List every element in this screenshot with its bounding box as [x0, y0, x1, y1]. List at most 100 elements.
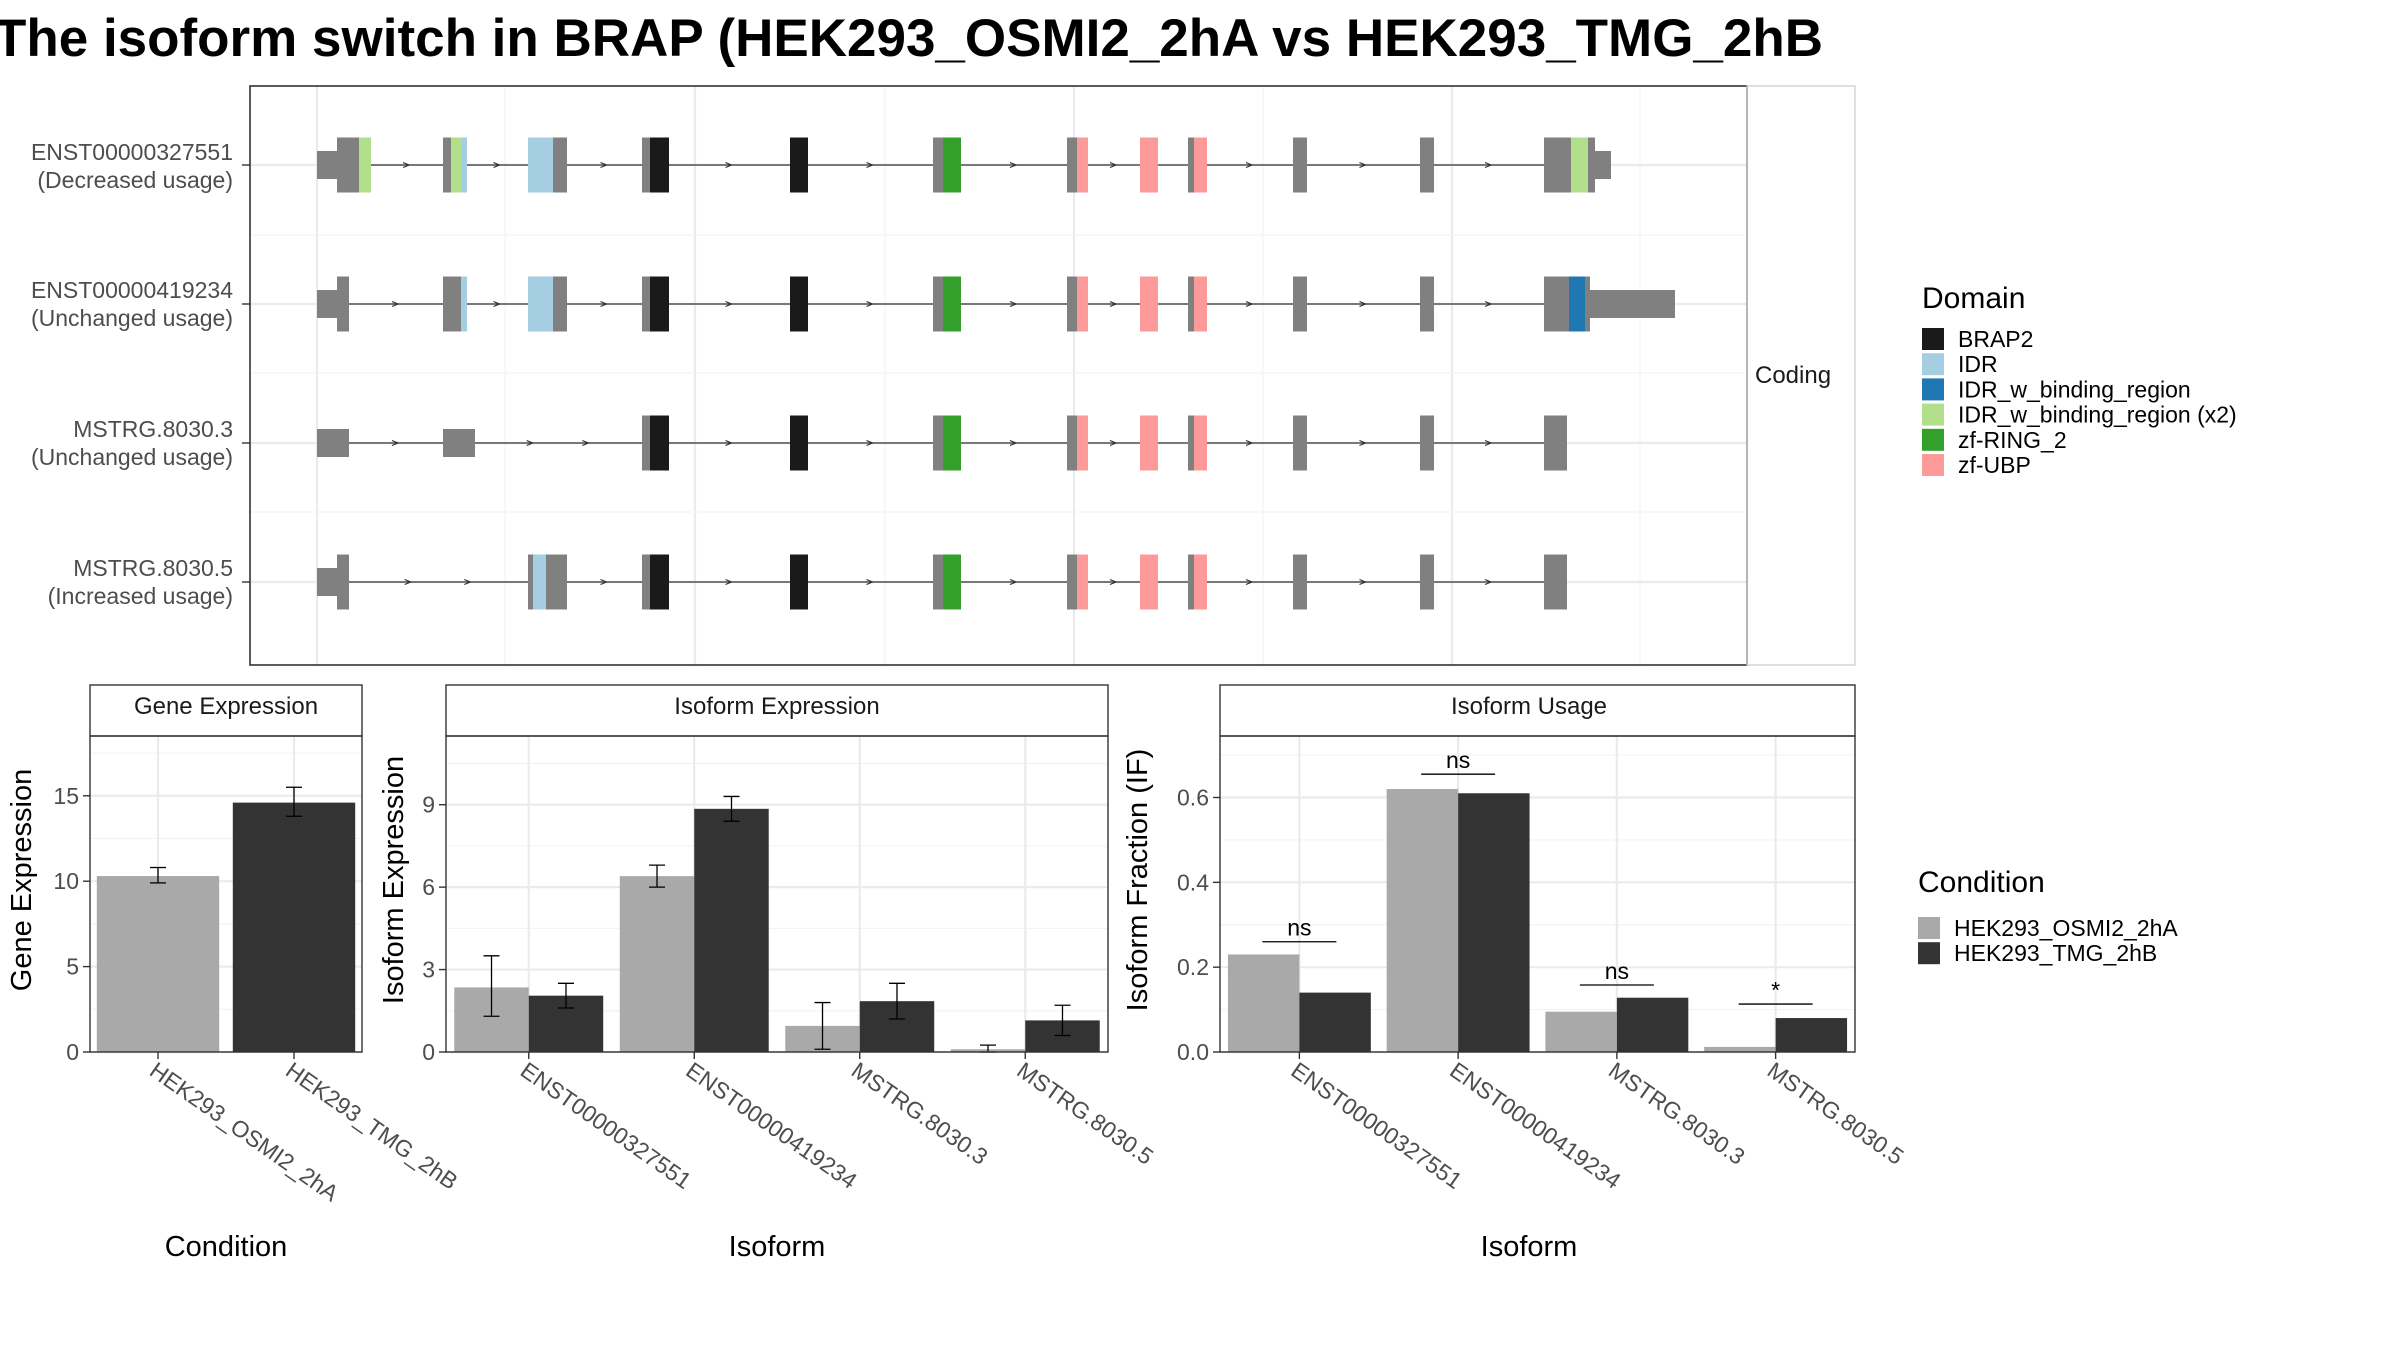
exon-block	[1544, 137, 1571, 193]
exon-block	[1293, 276, 1307, 332]
exon-block	[317, 429, 349, 457]
exon-block	[933, 554, 943, 610]
domain-idr-w-binding-region	[1569, 276, 1585, 332]
isoform-usage-bar	[1616, 997, 1689, 1052]
intron-arrow	[1484, 300, 1493, 308]
gene-expression-ytick-label: 15	[53, 783, 79, 809]
exon-block	[642, 554, 650, 610]
domain-brap2	[650, 276, 669, 332]
intron-arrow	[1109, 300, 1118, 308]
isoform-expression-xtick-label: MSTRG.8030.3	[847, 1057, 993, 1170]
facet-strip-bg	[1747, 86, 1855, 665]
isoform-label-2-id: ENST00000419234	[31, 277, 233, 303]
isoform-usage-bar	[1458, 793, 1530, 1052]
exon-block	[1544, 554, 1567, 610]
isoform-expression-xtick-label: ENST00000327551	[516, 1057, 696, 1194]
intron-arrow	[1109, 161, 1118, 169]
isoform-label-2-usage: (Unchanged usage)	[31, 305, 233, 331]
domain-legend-swatch-5	[1922, 454, 1944, 476]
isoform-usage-bar	[1775, 1018, 1848, 1052]
intron-arrow	[1009, 161, 1018, 169]
intron-arrow	[391, 300, 400, 308]
intron-arrow	[1359, 578, 1368, 586]
isoform-track-1	[317, 137, 1611, 193]
intron-arrow	[1359, 300, 1368, 308]
domain-zf-ubp	[1077, 554, 1088, 610]
domain-zf-ring-2	[943, 276, 961, 332]
facet-strip-border	[1746, 85, 1856, 666]
isoform-label-1-id: ENST00000327551	[31, 139, 233, 165]
exon-block	[443, 429, 475, 457]
condition-legend-title: Condition	[1918, 866, 2045, 899]
intron-arrow	[1484, 439, 1493, 447]
gene-expression-ytick-label: 0	[66, 1039, 79, 1065]
isoform-usage-significance-label: ns	[1446, 747, 1470, 773]
isoform-usage-ytick-label: 0.4	[1177, 869, 1209, 895]
facet-label-coding: Coding	[1755, 362, 1831, 389]
isoform-label-1-usage: (Decreased usage)	[37, 167, 233, 193]
domain-legend-swatch-0	[1922, 328, 1944, 350]
domain-zf-ubp	[1077, 415, 1088, 471]
data-marks: ns ns ns *	[96, 137, 1848, 1053]
domain-brap2	[790, 554, 808, 610]
exon-block	[1188, 137, 1194, 193]
isoform-usage-bar	[1299, 992, 1371, 1052]
exon-block	[337, 276, 349, 332]
domain-legend-swatch-2	[1922, 378, 1944, 401]
x-axis-title-isoform-expression: Isoform	[729, 1231, 826, 1263]
isoform-usage-ytick-label: 0.0	[1177, 1039, 1209, 1065]
intron-arrow	[1245, 439, 1254, 447]
exon-block	[1188, 415, 1194, 471]
isoform-usage-significance-label: *	[1771, 977, 1780, 1003]
gene-expression-bar	[232, 802, 356, 1052]
intron-arrow	[725, 439, 734, 447]
isoform-track-4	[317, 554, 1567, 610]
isoform-expression-panel-border	[445, 735, 1109, 1053]
intron-arrow	[1009, 439, 1018, 447]
isoform-expression-bar	[694, 808, 769, 1052]
intron-arrow	[1109, 439, 1118, 447]
intron-arrow	[866, 161, 875, 169]
domain-legend-swatch-4	[1922, 428, 1944, 451]
exon-block	[1067, 554, 1077, 610]
x-axis-title-isoform-usage: Isoform	[1481, 1231, 1578, 1263]
strip-labels: Gene Expression Isoform Expression Isofo…	[134, 693, 1607, 720]
domain-brap2	[650, 554, 669, 610]
isoform-usage-ytick-label: 0.6	[1177, 785, 1209, 811]
gene-expression-bar	[96, 876, 220, 1052]
isoform-usage-xtick-label: ENST00000419234	[1445, 1057, 1626, 1194]
exon-block	[317, 568, 337, 596]
isoform-label-3-usage: (Unchanged usage)	[31, 444, 233, 470]
exon-block	[443, 137, 451, 193]
domain-zf-ubp	[1194, 137, 1207, 193]
exon-block	[642, 415, 650, 471]
exon-block	[317, 151, 337, 179]
intron-arrow	[582, 439, 590, 447]
domain-idr-w-binding-region-x2-	[359, 137, 371, 193]
isoform-track-3	[317, 415, 1567, 471]
intron-arrow	[725, 578, 734, 586]
domain-zf-ring-2	[943, 415, 961, 471]
intron-arrow	[600, 300, 609, 308]
isoform-usage-xtick-label: MSTRG.8030.5	[1763, 1057, 1909, 1170]
domain-zf-ubp	[1077, 276, 1088, 332]
isoform-usage-bar	[1545, 1011, 1617, 1052]
axis-titles: Condition Isoform Isoform Gene Expressio…	[6, 749, 1577, 1263]
intron-arrow	[1009, 300, 1018, 308]
exon-block	[1188, 554, 1194, 610]
exon-block	[642, 276, 650, 332]
domain-idr-w-binding-region-x2-	[451, 137, 461, 193]
condition-legend-swatch-1	[1918, 942, 1940, 965]
isoform-expression-ytick-label: 3	[422, 957, 435, 983]
exon-block	[1544, 276, 1569, 332]
intron-arrow	[464, 578, 472, 586]
condition-legend-label-0: HEK293_OSMI2_2hA	[1954, 915, 2178, 941]
domain-zf-ring-2	[943, 554, 961, 610]
intron-arrow	[866, 439, 875, 447]
isoform-usage-xtick-label: ENST00000327551	[1287, 1057, 1467, 1194]
exon-block	[1588, 137, 1595, 193]
exon-block	[1595, 151, 1611, 179]
intron-arrow	[493, 300, 502, 308]
exon-block	[317, 290, 337, 318]
